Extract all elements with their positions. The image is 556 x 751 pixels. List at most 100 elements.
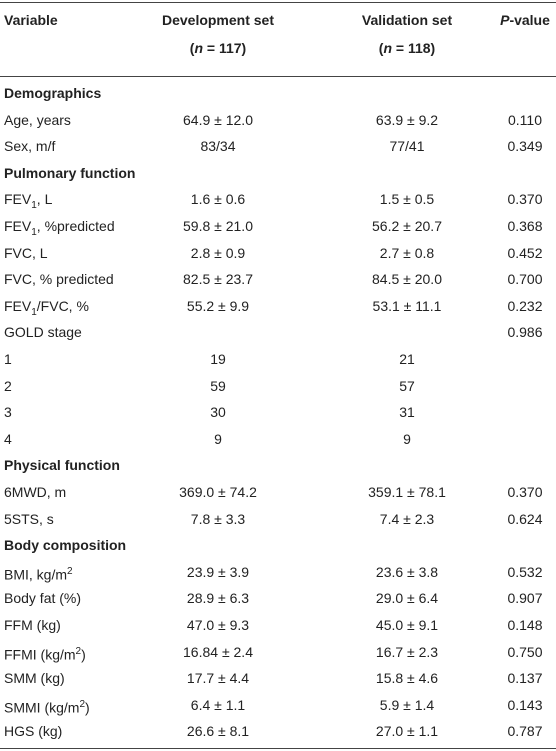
data-cell: 0.137 [507,670,543,687]
data-cell: 0.232 [507,297,543,314]
text-segment: Age, years [4,111,71,128]
data-cell: 0.532 [507,563,543,580]
top-rule [0,2,556,3]
data-cell: 64.9 ± 12.0 [183,111,253,128]
subscript: 1 [31,306,37,318]
text-segment: FEV [4,218,32,234]
text-segment: /FVC, % [36,297,89,314]
text-segment: ( [189,40,195,56]
data-cell: 1.6 ± 0.6 [190,191,246,208]
row-label: 5STS, s [4,510,54,528]
text-segment: GOLD stage [4,324,82,341]
data-cell: 19 [210,351,226,367]
data-cell: 30 [210,404,226,421]
italic-text: P [500,12,510,28]
data-cell: 0.110 [508,111,542,128]
text-segment: 4 [4,430,12,447]
data-cell: 27.0 ± 1.1 [375,723,439,740]
data-cell: 31 [399,404,415,421]
row-label: HGS (kg) [4,722,62,740]
data-cell: 47.0 ± 9.3 [186,617,250,633]
text-segment: FEV [4,191,32,208]
text-segment: Development set [161,12,275,28]
row-label: 2 [4,377,12,395]
row-label: Sex, m/f [4,137,55,155]
header-cell: P-value [475,11,556,29]
data-cell: 0.452 [507,244,543,261]
data-cell: 59.8 ± 21.0 [183,218,253,234]
data-cell: 0.370 [507,484,543,500]
row-label: BMI, kg/m2 [4,563,73,584]
text-segment: 2 [4,377,12,394]
data-cell: 28.9 ± 6.3 [186,590,250,607]
row-label: FFM (kg) [4,616,61,634]
data-cell: 17.7 ± 4.4 [186,670,250,687]
text-segment: , L [36,191,53,208]
data-cell: 0.624 [507,510,543,527]
row-label: Age, years [4,111,71,129]
data-cell: 56.2 ± 20.7 [372,218,442,234]
data-cell: 359.1 ± 78.1 [368,484,446,500]
row-label: SMMI (kg/m2) [4,696,90,717]
data-cell: 57 [399,377,415,394]
text-segment: FFM (kg) [4,617,61,633]
italic-text: n [194,40,204,56]
subscript: 1 [31,226,37,238]
data-cell: 0.787 [507,723,543,740]
row-label: SMM (kg) [4,669,65,687]
header-cell: (n = 117) [118,39,318,57]
row-label: 3 [4,403,12,421]
data-cell: 7.8 ± 3.3 [190,510,246,527]
data-cell: 0.700 [507,271,543,288]
text-segment: 1 [4,351,12,367]
subscript: 1 [31,200,37,212]
data-cell: 1.5 ± 0.5 [379,191,435,208]
data-cell: 9 [403,430,411,447]
data-cell: 16.7 ± 2.3 [375,643,439,660]
italic-text: n [383,40,393,56]
data-cell: 0.370 [507,191,543,208]
text-segment: Validation set [361,12,453,28]
data-cell: 0.143 [507,696,543,713]
text-segment: SMM (kg) [4,670,65,687]
data-cell: 53.1 ± 11.1 [372,297,442,314]
data-cell: 45.0 ± 9.1 [375,617,439,633]
text-segment: SMMI (kg/m [4,699,80,716]
text-segment: FEV [4,297,32,314]
text-segment: Variable [4,12,58,28]
data-cell: 29.0 ± 6.4 [375,590,439,607]
row-label: 4 [4,430,12,448]
text-segment: 6MWD, m [4,484,67,500]
data-cell: 26.6 ± 8.1 [186,723,250,740]
section-heading: Physical function [4,457,120,474]
text-segment: BMI, kg/m [4,566,68,583]
text-segment: = 118) [392,40,436,56]
data-cell: 0.148 [507,617,543,633]
data-cell: 0.750 [507,643,543,660]
text-segment: Body fat (%) [4,590,82,607]
text-segment: FFMI (kg/m [4,646,76,663]
data-cell: 16.84 ± 2.4 [183,643,253,660]
text-segment: 3 [4,404,12,421]
row-label: FEV1, L [4,190,52,215]
data-cell: 83/34 [200,138,236,155]
data-cell: 84.5 ± 20.0 [372,271,442,288]
data-cell: 0.349 [507,138,543,155]
data-cell: 55.2 ± 9.9 [186,297,250,314]
row-label: FVC, L [4,244,48,262]
data-cell: 0.986 [507,324,543,341]
data-cell: 21 [399,351,415,367]
text-segment: = 117) [203,40,247,56]
superscript: 2 [67,565,73,577]
bottom-rule [0,748,556,749]
text-segment: HGS (kg) [4,723,63,740]
data-cell: 7.4 ± 2.3 [379,510,435,527]
data-cell: 0.368 [507,218,543,234]
row-label: FVC, % predicted [4,270,114,288]
header-cell: Variable [4,11,58,29]
row-label: FFMI (kg/m2) [4,643,86,664]
data-cell: 2.7 ± 0.8 [379,244,435,261]
section-heading: Demographics [4,85,102,101]
row-label: 6MWD, m [4,483,66,501]
